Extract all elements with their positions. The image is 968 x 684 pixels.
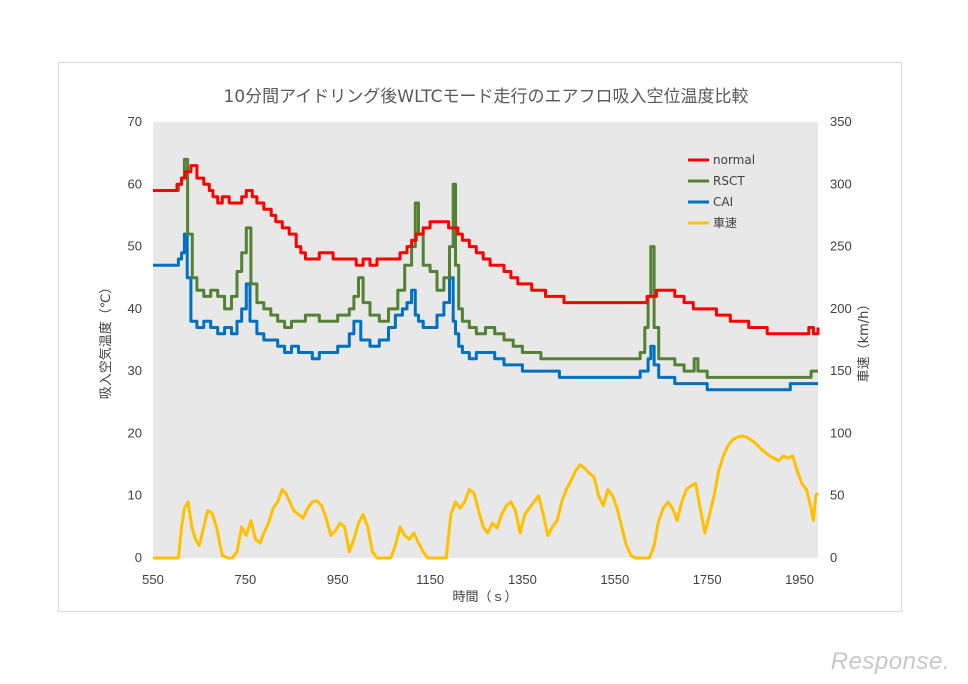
legend: normal RSCT CAI 車速	[688, 153, 755, 230]
x-tick-label: 1950	[785, 572, 814, 587]
y2-tick-label: 300	[830, 176, 852, 191]
y-tick-label: 50	[128, 239, 142, 254]
x-tick-label: 550	[142, 572, 164, 587]
legend-label: CAI	[713, 195, 733, 209]
y-tick-label: 70	[128, 114, 142, 129]
legend-label: RSCT	[713, 174, 745, 188]
y2-tick-label: 200	[830, 301, 852, 316]
y-tick-label: 40	[128, 301, 142, 316]
y-tick-label: 30	[128, 363, 142, 378]
legend-label: 車速	[713, 216, 737, 230]
right-axis-ticks: 0 50 100 150 200 250 300 350	[830, 114, 852, 565]
y2-tick-label: 150	[830, 363, 852, 378]
y-tick-label: 20	[128, 425, 142, 440]
response-logo: Response.	[830, 648, 950, 675]
y-axis-label: 吸入空気温度（℃）	[98, 281, 114, 400]
left-axis-ticks: 0 10 20 30 40 50 60 70	[128, 114, 142, 565]
y2-tick-label: 100	[830, 425, 852, 440]
series-line-3	[153, 434, 820, 560]
x-tick-label: 950	[327, 572, 349, 587]
chart-title: 10分間アイドリング後WLTCモード走行のエアフロ吸入空位温度比較	[224, 87, 749, 107]
y2-tick-label: 50	[830, 488, 844, 503]
x-tick-label: 1350	[508, 572, 537, 587]
x-axis-label: 時間（ｓ）	[452, 590, 517, 605]
y2-axis-label: 車速（km/h）	[857, 298, 872, 383]
bottom-axis-ticks: 550 750 950 1150 1350 1550 1750 1950	[142, 572, 814, 587]
y-tick-label: 60	[128, 176, 142, 191]
series-line-0	[153, 164, 820, 336]
y2-tick-label: 250	[830, 239, 852, 254]
x-tick-label: 1150	[416, 572, 444, 587]
y-tick-label: 0	[135, 550, 142, 565]
y2-tick-label: 350	[830, 114, 852, 129]
series-layer	[153, 157, 820, 560]
x-tick-label: 750	[235, 572, 257, 587]
legend-label: normal	[713, 153, 755, 167]
x-tick-label: 1750	[693, 572, 722, 587]
y2-tick-label: 0	[830, 550, 837, 565]
x-tick-label: 1550	[600, 572, 629, 587]
series-line-2	[153, 232, 818, 392]
y-tick-label: 10	[128, 488, 142, 503]
